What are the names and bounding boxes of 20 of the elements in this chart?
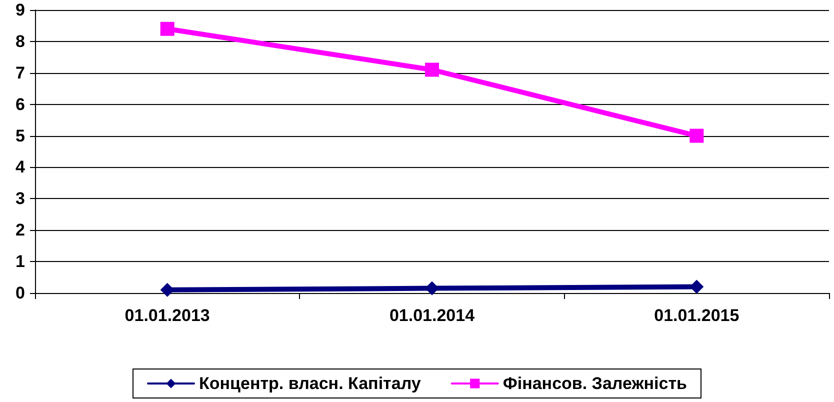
y-tick-label: 7: [16, 63, 25, 82]
x-tick-label: 01.01.2015: [654, 306, 740, 325]
y-tick-label: 6: [16, 94, 25, 114]
legend-label: Фінансов. Залежність: [502, 374, 688, 393]
point: [160, 22, 174, 36]
point: [160, 282, 174, 297]
y-tick-label: 3: [16, 189, 25, 208]
x-tick-label: 01.01.2013: [124, 306, 210, 325]
legend-label: Концентр. власн. Капіталу: [199, 374, 422, 393]
y-tick-label: 9: [16, 0, 25, 20]
point: [425, 281, 439, 296]
y-tick-label: 5: [16, 126, 25, 146]
y-tick-label: 0: [16, 284, 25, 302]
point: [690, 128, 704, 143]
y-tick-label: 2: [16, 220, 25, 240]
point: [425, 62, 439, 77]
y-tick-label: 4: [16, 158, 26, 177]
y-tick-label: 1: [16, 252, 25, 272]
x-tick-label: 01.01.2014: [389, 306, 476, 325]
y-tick-label: 8: [16, 32, 25, 51]
